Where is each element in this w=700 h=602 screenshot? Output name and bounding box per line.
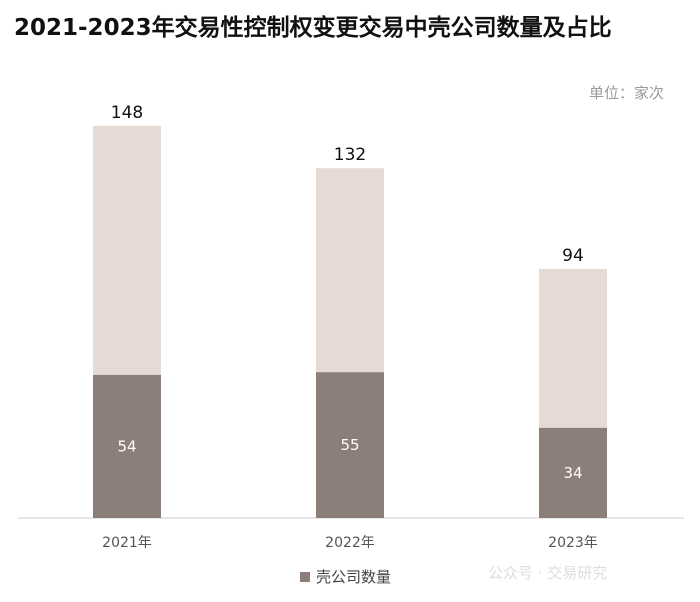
chart-title: 2021-2023年交易性控制权变更交易中壳公司数量及占比 xyxy=(14,15,612,41)
legend-swatch-shell xyxy=(300,571,310,582)
legend: 壳公司数量 xyxy=(300,566,391,587)
bar-chart: 148 54 2021年 132 55 2022年 94 34 2023年 xyxy=(18,103,684,551)
shell-value-label: 55 xyxy=(340,436,359,454)
shell-value-label: 34 xyxy=(563,464,582,482)
x-tick-label: 2022年 xyxy=(325,535,375,551)
x-tick-label: 2023年 xyxy=(548,535,598,551)
bar-shell xyxy=(93,374,161,518)
x-tick-label: 2021年 xyxy=(102,535,152,551)
total-value-label: 132 xyxy=(334,145,366,165)
watermark: 公众号 · 交易研究 xyxy=(488,564,608,582)
total-value-label: 94 xyxy=(562,246,584,266)
bar-shell xyxy=(539,427,607,518)
total-value-label: 148 xyxy=(111,103,143,123)
legend-label-shell: 壳公司数量 xyxy=(316,568,392,586)
bar-shell xyxy=(316,372,384,518)
shell-value-label: 54 xyxy=(117,437,136,455)
unit-label: 单位：家次 xyxy=(588,84,664,102)
